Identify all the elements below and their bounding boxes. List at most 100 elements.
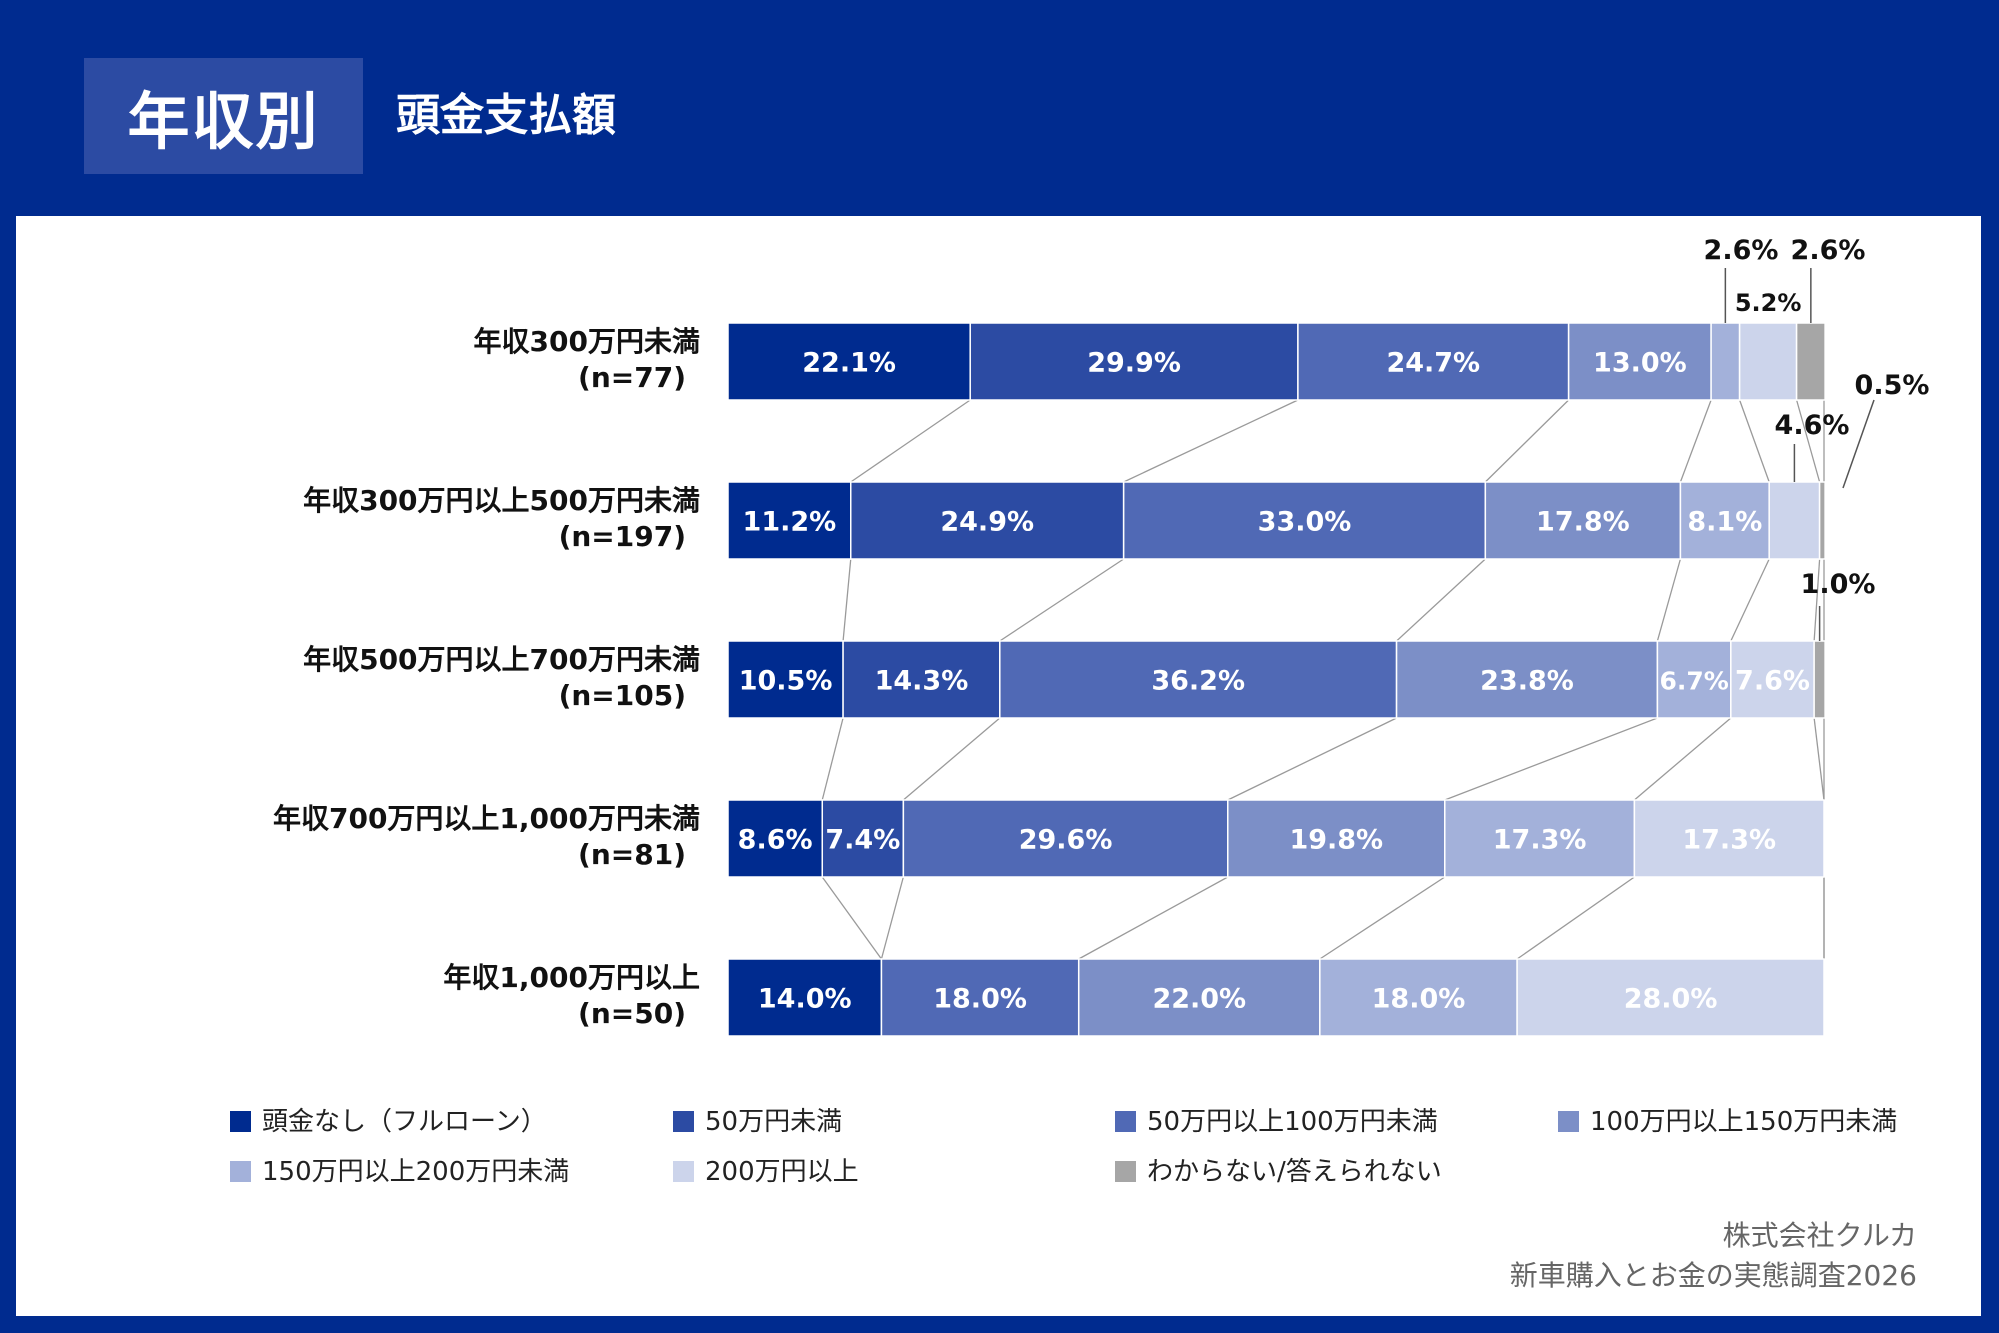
legend-swatch [230,1161,251,1182]
bar-segment [999,640,1398,719]
bar-segment [842,640,1001,719]
page-subtitle: 頭金支払額 [396,90,616,141]
bar-segment [1768,481,1821,560]
bar-value-label: 18.0% [933,984,1027,1015]
bar-segment [1818,481,1826,560]
category-label: 年収1,000万円以上 [443,961,700,994]
legend-swatch [673,1111,694,1132]
legend-label: 100万円以上150万円未満 [1590,1107,1897,1137]
connector-line [1396,558,1486,642]
header: 年収別 頭金支払額 [0,0,1999,216]
legend-label: 50万円未満 [705,1107,842,1137]
bar-segment [1395,640,1659,719]
bar-segment [1730,640,1815,719]
connector-line [1813,558,1821,642]
bar-value-label: 19.8% [1289,825,1383,856]
stacked-bar-chart: 年収300万円未満(n=77) 年収300万円以上500万円未満(n=197) 年収… [230,235,1930,1187]
connector-line [880,876,904,960]
callout-line [1842,399,1875,489]
bar-value-label: 7.4% [825,825,900,856]
bar-value-label: 28.0% [1624,984,1718,1015]
bar-segment [1567,322,1712,401]
bar-value-label: 2.6% [1704,235,1779,266]
connector-line [1444,717,1658,801]
bar-value-label: 24.7% [1386,348,1480,379]
bar-segment [969,322,1299,401]
bar-segment [1516,958,1825,1037]
connector-line [1319,876,1446,960]
bar-value-label: 0.5% [1855,370,1930,401]
category-n-label: (n=77) [578,361,686,394]
bar-segment [1444,799,1636,878]
bar-value-label: 13.0% [1593,348,1687,379]
bar-value-label: 17.3% [1682,825,1776,856]
bar-value-label: 10.5% [739,666,833,697]
bar-segment [727,799,824,878]
legend-label: 200万円以上 [705,1157,859,1187]
bar-segment [1077,958,1321,1037]
connector-line [1516,876,1635,960]
bar-segment [1710,322,1741,401]
bar-value-label: 14.3% [875,666,969,697]
connector-line [1123,399,1299,483]
source-company: 株式会社クルカ [1722,1219,1917,1252]
category-label: 年収500万円以上700万円未満 [303,643,700,676]
connector-line [1656,558,1682,642]
bar-segment [1738,322,1798,401]
bar-value-label: 22.0% [1152,984,1246,1015]
bar-segment [850,481,1125,560]
legend-label: 頭金なし（フルローン） [262,1107,547,1137]
bar-value-label: 29.9% [1087,348,1181,379]
bar-value-label: 4.6% [1775,410,1850,441]
connector-line [821,876,882,960]
bar-value-label: 17.8% [1536,507,1630,538]
bar-value-label: 11.2% [743,507,837,538]
bar-segment [821,799,905,878]
bar-value-label: 22.1% [802,348,896,379]
legend-swatch [230,1111,251,1132]
legend-label: 50万円以上100万円未満 [1147,1107,1438,1137]
connector-line [1795,399,1821,483]
bar-value-label: 18.0% [1372,984,1466,1015]
legend-swatch [1115,1161,1136,1182]
bar-segment [727,322,971,401]
bar-segment [902,799,1229,878]
source-survey: 新車購入とお金の実態調査2026 [1509,1259,1917,1292]
connector-line [902,717,1001,801]
page-title: 年収別 [84,58,363,174]
connector-line [1484,399,1570,483]
bar-value-label: 5.2% [1735,289,1802,317]
bar-value-label: 8.1% [1687,507,1762,538]
bar-segment [1795,322,1826,401]
bar-segment [727,958,883,1037]
bar-value-label: 14.0% [758,984,852,1015]
connector-line [1730,558,1770,642]
category-n-label: (n=105) [559,679,686,712]
bar-value-label: 17.3% [1493,825,1587,856]
bar-value-label: 6.7% [1659,667,1728,696]
category-n-label: (n=197) [559,520,686,553]
category-n-label: (n=50) [578,997,686,1030]
connector-line [1633,717,1732,801]
bar-value-label: 7.6% [1735,666,1810,697]
connector-line [842,558,852,642]
bar-value-label: 36.2% [1151,666,1245,697]
bar-value-label: 8.6% [738,825,813,856]
bar-value-label: 24.9% [940,507,1034,538]
bar-segment [1679,481,1770,560]
category-label: 年収300万円以上500万円未満 [303,484,700,517]
connector-line [821,717,844,801]
bar-segment [1633,799,1825,878]
legend-swatch [1115,1111,1136,1132]
bar-segment [1656,640,1732,719]
connector-line [1679,399,1712,483]
legend-label: わからない/答えられない [1147,1157,1442,1187]
bar-value-label: 2.6% [1791,235,1866,266]
bar-segment [880,958,1080,1037]
chart-panel: 年収300万円未満 (n=77) 年収300万円以上500万円未満 (n=197) 年収… [16,216,1981,1316]
legend-swatch [1558,1111,1579,1132]
category-label: 年収700万円以上1,000万円未満 [273,802,700,835]
bar-segment [1319,958,1518,1037]
category-label: 年収300万円未満 [474,325,700,358]
legend-label: 150万円以上200万円未満 [262,1157,569,1187]
